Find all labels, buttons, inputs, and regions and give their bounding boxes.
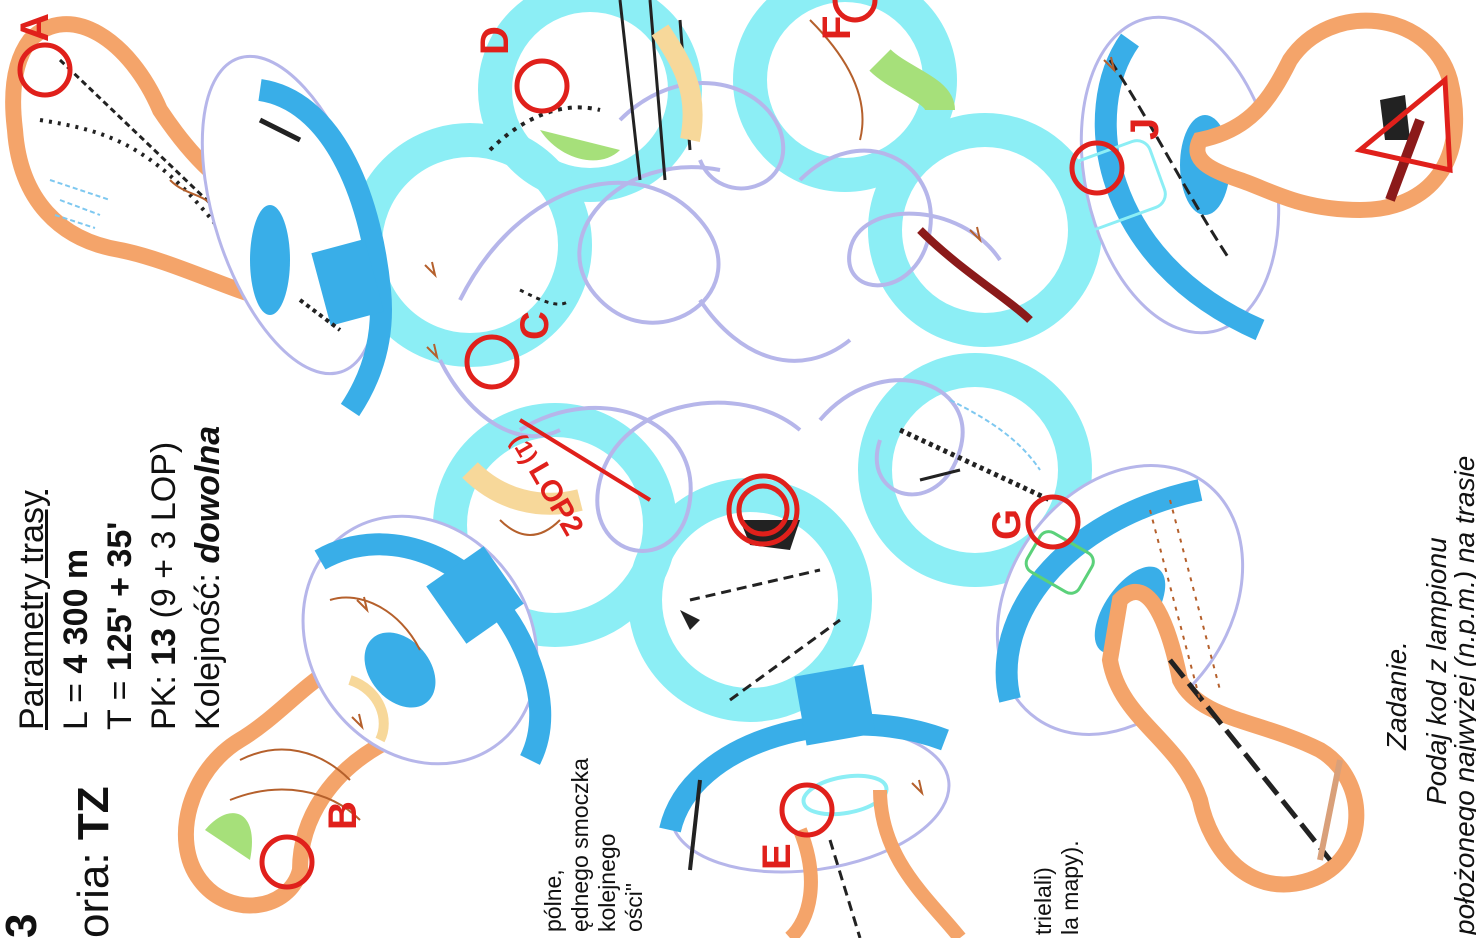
control-labels: A B C D E F G J <box>13 13 1167 870</box>
category-cut-char: 3 <box>0 913 46 938</box>
control-label-f: F <box>815 16 859 40</box>
left-fragment-line-1: pólne, <box>540 869 566 932</box>
control-label-d: D <box>473 26 517 55</box>
task-line-2: położonego najwyżej (n.p.m.) na trasie <box>1449 455 1476 935</box>
control-label-j: J <box>1123 118 1167 140</box>
right-fragment-line-1: trielali) <box>1030 867 1056 935</box>
params-order: Kolejność: dowolna <box>189 425 227 730</box>
pacifier-e <box>659 664 966 943</box>
left-text-fragment: pólne, ędnego smoczka kolejnego ości" <box>540 758 648 932</box>
left-fragment-line-2: ędnego smoczka <box>567 758 593 932</box>
params-controls: PK: 13 (9 + 3 LOP) <box>145 441 183 730</box>
right-text-fragment: trielali) la mapy). <box>1030 840 1084 935</box>
control-circles <box>17 0 1453 890</box>
pacifier-g <box>995 464 1365 893</box>
pacifier-b <box>178 514 552 914</box>
params-length: L = 4 300 m <box>57 548 95 730</box>
control-label-b: B <box>321 801 365 830</box>
pacifier-a <box>5 16 392 417</box>
category-line: oria: TZ <box>69 786 118 938</box>
control-label-c: C <box>513 311 557 340</box>
params-title: Parametry trasy <box>13 490 51 730</box>
course-parameters: Parametry trasy L = 4 300 m T = 125' + 3… <box>10 426 230 730</box>
left-fragment-line-3: kolejnego <box>594 833 620 932</box>
pacifier-j <box>1063 12 1464 341</box>
params-time: T = 125' + 35' <box>101 521 139 730</box>
lop-label: LOP2 (1) <box>505 430 590 542</box>
control-label-g: G <box>985 509 1029 540</box>
control-label-e: E <box>755 843 799 870</box>
task-title: Zadanie. <box>1381 641 1412 750</box>
control-arrows <box>351 56 1116 797</box>
left-fragment-line-4: ości" <box>621 882 647 932</box>
right-fragment-line-2: la mapy). <box>1057 840 1083 935</box>
control-label-a: A <box>13 13 57 42</box>
